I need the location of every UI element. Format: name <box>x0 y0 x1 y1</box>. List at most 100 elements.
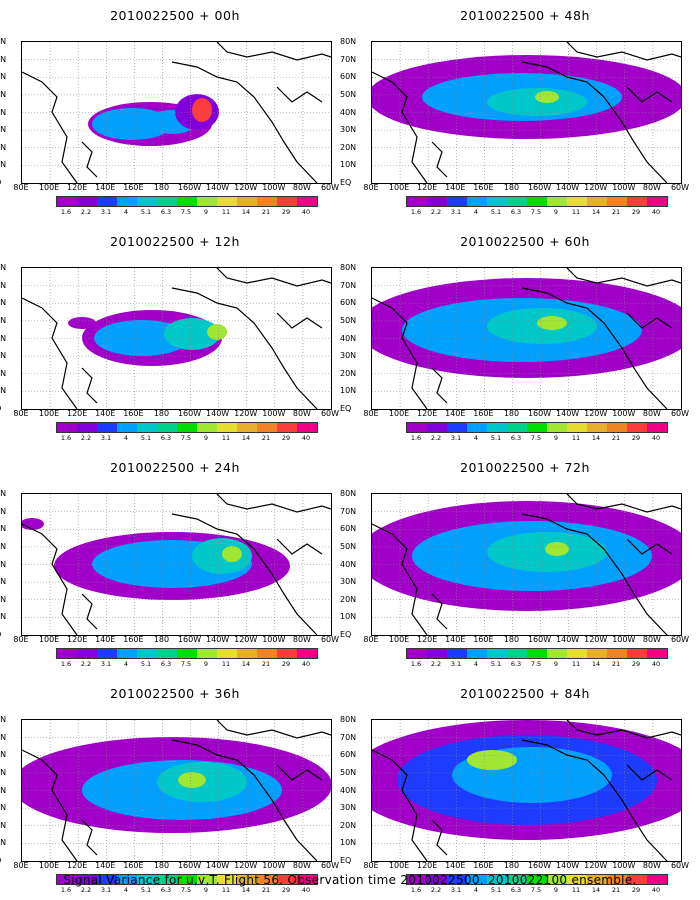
colorbar-swatch <box>177 875 197 884</box>
colorbar-label: 9 <box>203 660 209 668</box>
variance-contour <box>535 91 559 103</box>
colorbar-swatch <box>407 423 427 432</box>
lon-tick-label: 160E <box>123 635 144 644</box>
lat-tick-label: 20N <box>340 368 357 378</box>
colorbar-swatch <box>447 875 467 884</box>
lon-tick-label: 80E <box>13 635 29 644</box>
colorbar-swatch <box>117 197 137 206</box>
colorbar-label: 2.2 <box>80 660 92 668</box>
variance-contour <box>192 538 252 574</box>
map-plot-area <box>21 719 332 862</box>
colorbar-swatch <box>567 423 587 432</box>
colorbar-label: 11 <box>221 660 231 668</box>
colorbar-swatch <box>547 875 567 884</box>
map-panel: 2010022500 + 24h 80N 70N 60N 50N 40N 30N 20N 10N… <box>0 452 350 670</box>
colorbar-swatch <box>157 423 177 432</box>
lat-tick-label: 40N <box>0 107 7 117</box>
colorbar-label: 1.6 <box>410 660 422 668</box>
coastline <box>626 538 673 555</box>
lat-tick-label: 40N <box>0 559 7 569</box>
lon-tick-label: 120E <box>417 409 438 418</box>
lon-tick-label: 120E <box>417 635 438 644</box>
lon-tick-label: 60W <box>320 183 340 192</box>
colorbar-label: 11 <box>571 886 581 894</box>
colorbar-swatch <box>237 197 257 206</box>
colorbar-label: 6.3 <box>160 208 172 216</box>
colorbar-label: 29 <box>281 434 291 442</box>
coastline <box>216 720 331 739</box>
map-plot-area <box>371 719 682 862</box>
lon-tick-label: 100E <box>388 409 410 418</box>
lat-tick-label: 10N <box>0 386 7 396</box>
colorbar-label: 5.1 <box>490 886 502 894</box>
lon-tick-label: 60W <box>320 409 340 418</box>
colorbar-swatch <box>197 197 217 206</box>
coastline <box>521 513 668 635</box>
lon-tick-label: 140E <box>445 861 466 870</box>
colorbar-swatch <box>587 423 607 432</box>
lon-tick-label: 80W <box>642 409 661 418</box>
colorbar-label: 2.2 <box>80 886 92 894</box>
colorbar-swatch <box>567 875 587 884</box>
map-panel: 2010022500 + 48h 80N 70N 60N 50N 40N 30N 20N 10N… <box>340 0 700 218</box>
lat-tick-label: 60N <box>340 72 357 82</box>
colorbar-label: 1.6 <box>60 886 72 894</box>
lon-tick-label: 80E <box>13 409 29 418</box>
lon-tick-label: 140W <box>556 861 580 870</box>
lat-tick-label: 20N <box>0 368 7 378</box>
lon-tick-label: 140W <box>206 635 230 644</box>
colorbar-label: 7.5 <box>530 660 542 668</box>
coastline <box>22 71 78 183</box>
variance-contour <box>192 98 212 122</box>
lon-tick-label: 140W <box>206 183 230 192</box>
colorbar-label: 7.5 <box>180 886 192 894</box>
colorbar-label: 4 <box>473 208 479 216</box>
colorbar-swatch <box>217 875 237 884</box>
colorbar <box>56 196 318 207</box>
colorbar-swatch <box>567 197 587 206</box>
lon-tick-label: 120W <box>584 861 608 870</box>
lat-tick-label: 50N <box>0 89 7 99</box>
lon-tick-label: 100E <box>388 183 410 192</box>
lat-tick-label: 60N <box>0 750 7 760</box>
colorbar-label: 11 <box>221 434 231 442</box>
lat-tick-label: 50N <box>0 315 7 325</box>
panel-title: 2010022500 + 48h <box>460 8 590 23</box>
colorbar-label: 7.5 <box>180 434 192 442</box>
lat-tick-label: 40N <box>0 785 7 795</box>
colorbar-label: 11 <box>571 208 581 216</box>
colorbar-label: 21 <box>611 208 621 216</box>
colorbar-swatch <box>467 423 487 432</box>
colorbar <box>406 196 668 207</box>
lon-tick-label: 140W <box>206 861 230 870</box>
lon-tick-label: 160W <box>527 635 552 644</box>
colorbar-label: 14 <box>241 208 251 216</box>
lat-tick-label: EQ <box>0 856 20 865</box>
colorbar-label: 9 <box>553 434 559 442</box>
colorbar-swatch <box>527 197 547 206</box>
lat-tick-label: 20N <box>0 594 7 604</box>
lon-tick-label: 140W <box>206 409 230 418</box>
colorbar-swatch <box>507 423 527 432</box>
lon-tick-label: 140E <box>445 635 466 644</box>
variance-contour <box>68 317 96 329</box>
variance-contour <box>207 324 227 340</box>
panel-title: 2010022500 + 84h <box>460 686 590 701</box>
coastline <box>276 312 323 329</box>
lat-tick-label: 60N <box>340 298 357 308</box>
colorbar-label: 40 <box>651 208 661 216</box>
colorbar-swatch <box>607 197 627 206</box>
colorbar-swatch <box>407 649 427 658</box>
colorbar-swatch <box>527 875 547 884</box>
colorbar-label: 6.3 <box>510 886 522 894</box>
colorbar-label: 40 <box>301 660 311 668</box>
lat-tick-label: 10N <box>0 160 7 170</box>
lon-tick-label: 120E <box>67 635 88 644</box>
colorbar-label: 40 <box>651 660 661 668</box>
colorbar-label: 14 <box>591 886 601 894</box>
colorbar-label: 21 <box>261 208 271 216</box>
lat-tick-label: 50N <box>0 767 7 777</box>
colorbar-label: 3.1 <box>100 434 112 442</box>
variance-contour <box>178 772 206 788</box>
lat-tick-label: 10N <box>340 612 357 622</box>
